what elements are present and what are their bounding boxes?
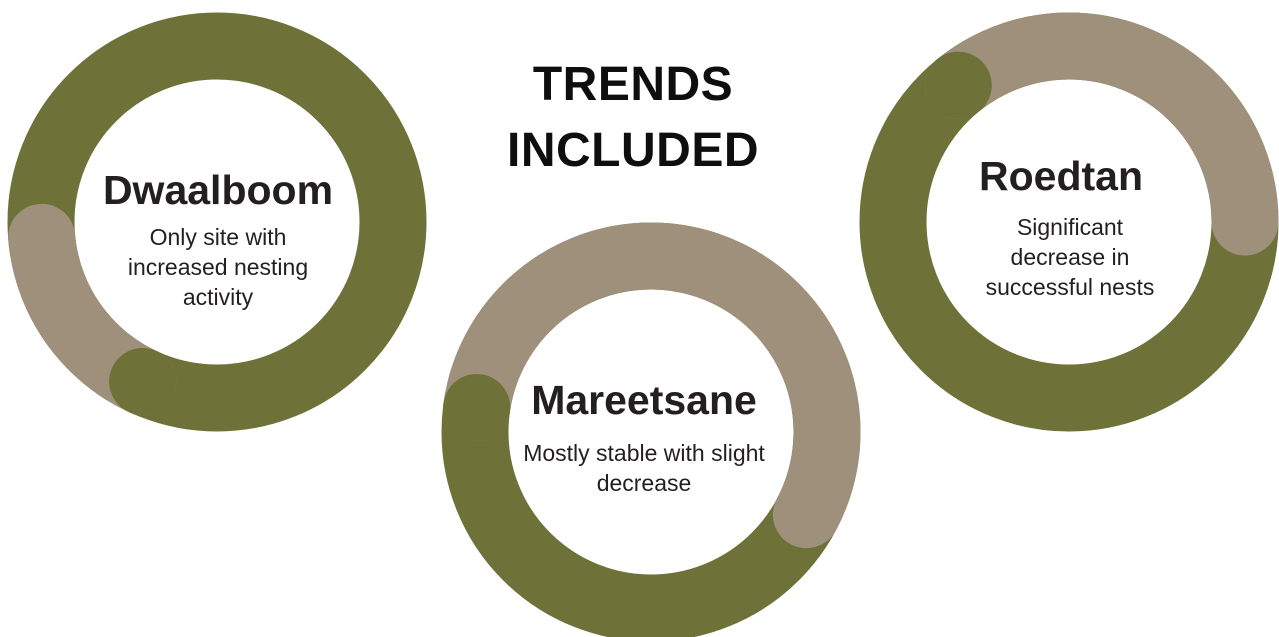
ring-arc-cap [443,374,511,442]
dwaalboom-ring [7,12,427,432]
ring-arc-cap [109,348,177,416]
site-description-mareetsane: Mostly stable with slight decrease [523,440,765,496]
page-title: TRENDS INCLUDED [473,52,793,184]
mareetsane-label: Mareetsane Mostly stable with slight dec… [510,376,778,498]
ring-highlight-arc [443,222,861,549]
title-line-2: INCLUDED [507,124,759,177]
title-line-1: TRENDS [532,58,734,111]
site-description-roedtan: Significant decrease in successful nests [985,214,1155,300]
site-description-dwaalboom: Only site with increased nesting activit… [127,224,309,310]
ring-highlight-arc [924,12,1279,256]
mareetsane-ring [441,222,861,637]
dwaalboom-label: Dwaalboom Only site with increased nesti… [77,166,359,312]
ring-arc-cap [924,51,992,119]
roedtan-label: Roedtan Significant decrease in successf… [928,152,1212,302]
site-name-mareetsane: Mareetsane [531,377,757,423]
roedtan-ring [859,12,1279,432]
site-name-dwaalboom: Dwaalboom [102,167,334,213]
site-name-roedtan: Roedtan [979,153,1143,199]
